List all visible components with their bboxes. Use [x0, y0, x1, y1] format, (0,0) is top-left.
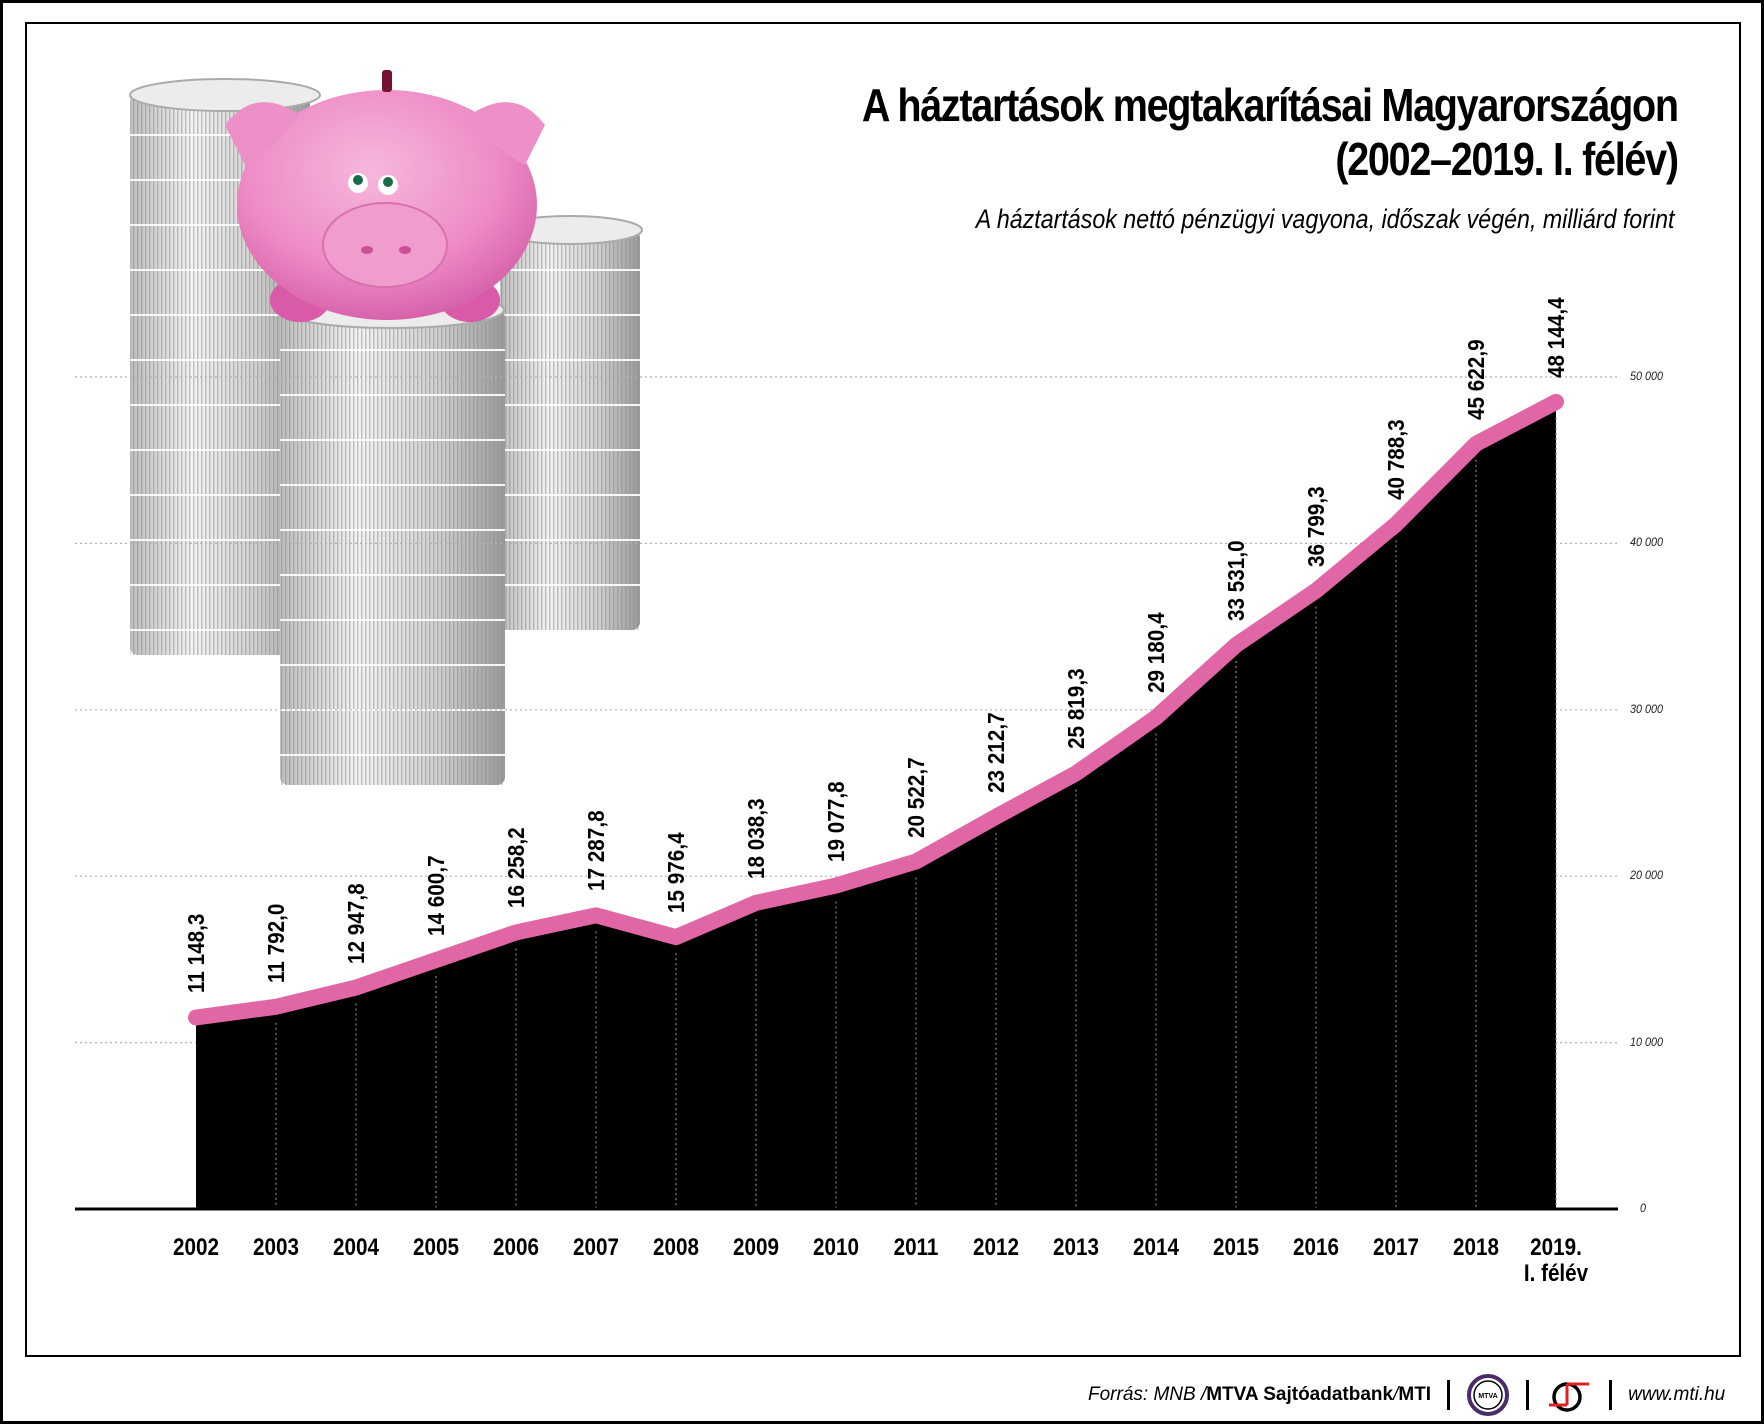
x-tick-label: 2002 — [173, 1234, 219, 1261]
value-label: 33 531,0 — [1223, 540, 1249, 622]
source-mtva: MTVA Sajtóadatbank — [1206, 1384, 1394, 1405]
value-label: 29 180,4 — [1143, 612, 1169, 694]
x-tick-label: 2013 — [1053, 1234, 1099, 1261]
x-tick-label: 2017 — [1373, 1234, 1419, 1261]
value-label: 15 976,4 — [663, 832, 689, 914]
source-prefix: Forrás: MNB / — [1088, 1384, 1207, 1405]
x-tick-label: 2010 — [813, 1234, 859, 1261]
chart-title-line2: (2002–2019. I. félév) — [1335, 133, 1680, 185]
chart-title: A háztartások megtakarításai Magyarorszá… — [862, 78, 1680, 186]
source-mti: MTI — [1398, 1384, 1432, 1405]
x-tick-label: 2011 — [893, 1234, 939, 1261]
x-tick-label: 2005 — [413, 1234, 459, 1261]
mti-logo-icon — [1549, 1382, 1590, 1412]
y-tick-label: 50 000 — [1630, 369, 1664, 383]
y-tick-label: 0 — [1640, 1201, 1647, 1215]
value-label: 16 258,2 — [503, 827, 529, 909]
value-label: 11 792,0 — [263, 903, 289, 983]
footer-divider — [1609, 1380, 1613, 1410]
y-tick-label: 30 000 — [1630, 701, 1664, 716]
x-tick-label: 2018 — [1453, 1234, 1499, 1261]
x-tick-label: 2019. I. félév — [1523, 1234, 1589, 1287]
y-tick-label: 40 000 — [1630, 535, 1664, 550]
x-tick-label: 2007 — [573, 1234, 619, 1261]
x-tick-label: 2016 — [1293, 1234, 1339, 1261]
value-label: 23 212,7 — [983, 712, 1009, 793]
x-tick-label: 2012 — [973, 1234, 1019, 1261]
mtva-logo-icon: MTVA — [1467, 1374, 1510, 1416]
x-tick-label: 2015 — [1213, 1234, 1259, 1261]
footer-divider — [1447, 1380, 1451, 1410]
coin-stack-center-icon — [279, 291, 505, 785]
footer-divider — [1526, 1380, 1530, 1410]
value-label: 48 144,4 — [1543, 297, 1569, 378]
piggy-bank-coins-illustration — [129, 70, 643, 785]
value-label: 17 287,8 — [583, 810, 609, 892]
area-fill — [196, 407, 1556, 1209]
y-tick-label: 10 000 — [1630, 1034, 1664, 1049]
piggy-bank-icon — [225, 70, 545, 322]
website-link[interactable]: www.mti.hu — [1628, 1384, 1726, 1405]
trend-line — [188, 393, 1564, 1026]
chart-title-line1: A háztartások megtakarításai Magyarorszá… — [862, 79, 1679, 131]
value-label: 20 522,7 — [903, 756, 929, 838]
source-separator: / — [1393, 1384, 1399, 1405]
y-tick-label: 20 000 — [1630, 868, 1664, 883]
value-label: 25 819,3 — [1063, 668, 1089, 750]
value-label: 18 038,3 — [743, 798, 769, 879]
x-tick-label: 2003 — [253, 1234, 299, 1261]
x-tick-label: 2004 — [333, 1234, 379, 1261]
x-tick-label: 2014 — [1133, 1234, 1179, 1261]
value-label: 40 788,3 — [1383, 419, 1409, 501]
chart-subtitle: A háztartások nettó pénzügyi vagyona, id… — [975, 204, 1674, 234]
value-label: 45 622,9 — [1463, 339, 1489, 420]
x-tick-label: 2008 — [653, 1234, 699, 1261]
value-label: 14 600,7 — [423, 855, 449, 937]
value-label: 19 077,8 — [823, 780, 849, 862]
svg-text:MTVA: MTVA — [1478, 1393, 1497, 1400]
value-label: 12 947,8 — [343, 882, 369, 964]
value-label: 11 148,3 — [183, 914, 209, 994]
x-tick-label: 2009 — [733, 1234, 779, 1261]
value-label: 36 799,3 — [1303, 486, 1329, 567]
coin-stack-right-icon — [497, 215, 643, 630]
footer: Forrás: MNB / MTVA Sajtóadatbank / MTI M… — [1088, 1374, 1726, 1416]
x-tick-label: 2006 — [493, 1234, 539, 1261]
